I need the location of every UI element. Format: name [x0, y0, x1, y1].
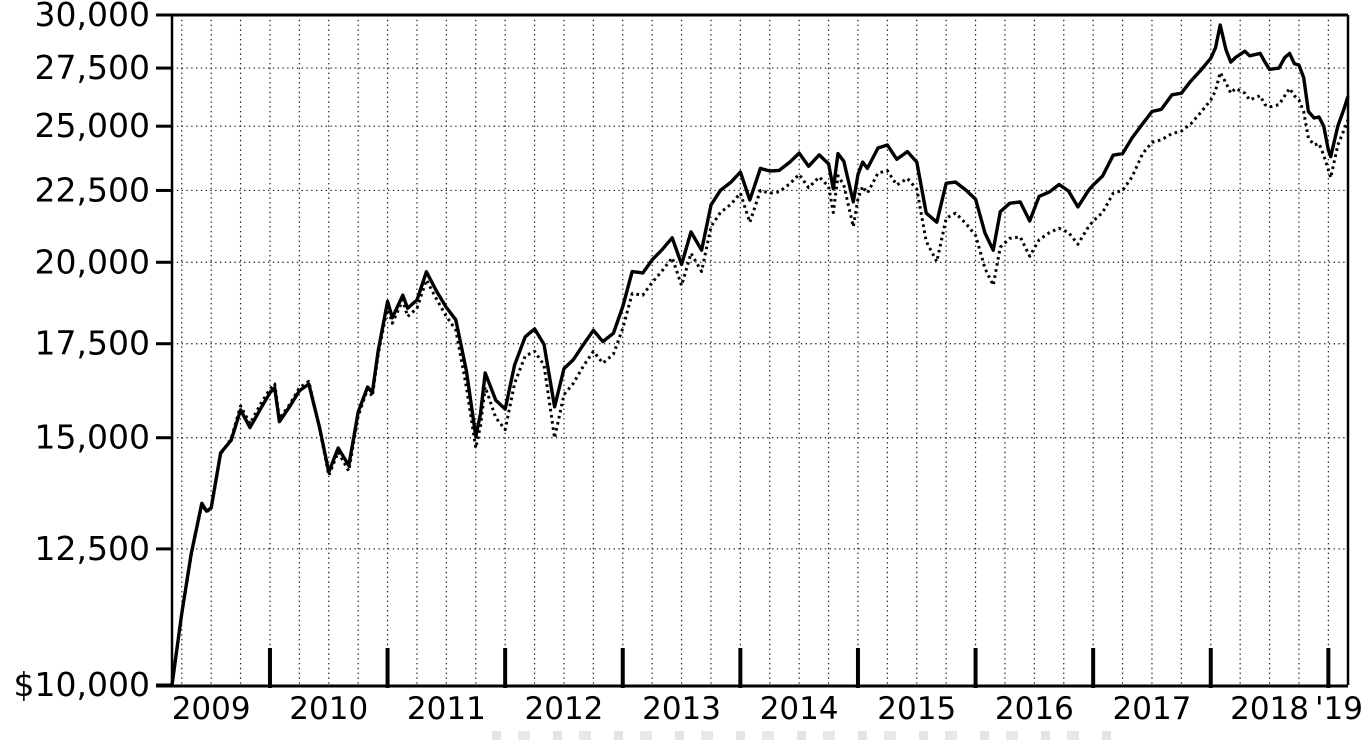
y-axis-tick-label: 15,000: [35, 418, 150, 457]
y-axis-tick-label: 27,500: [35, 48, 150, 87]
y-axis-tick-label: 20,000: [35, 242, 150, 281]
x-axis-year-label: 2011: [407, 691, 486, 727]
x-axis-year-label: 2014: [760, 691, 839, 727]
x-axis-year-label: 2015: [877, 691, 956, 727]
solid-line-series-path: [170, 23, 1350, 686]
x-axis-year-label: 2010: [289, 691, 368, 727]
x-axis-year-label: 2013: [642, 691, 721, 727]
x-axis-year-label: 2012: [525, 691, 604, 727]
y-axis-tick-label: 12,500: [35, 529, 150, 568]
dotted-line-series-path: [170, 71, 1350, 686]
cutoff-text-fragments: [492, 731, 1122, 740]
x-axis-year-label: 2017: [1113, 691, 1192, 727]
y-axis-tick-label: 30,000: [35, 0, 150, 34]
x-axis-year-label: 2016: [995, 691, 1074, 727]
x-axis-year-label: '19: [1315, 691, 1363, 727]
y-axis-tick-label: 22,500: [35, 170, 150, 209]
x-axis-year-label: 2009: [172, 691, 251, 727]
y-axis-tick-label: 17,500: [35, 324, 150, 363]
y-axis-tick-label: 25,000: [35, 106, 150, 145]
x-axis-year-label: 2018: [1230, 691, 1309, 727]
y-axis-tick-label: $10,000: [14, 665, 150, 704]
